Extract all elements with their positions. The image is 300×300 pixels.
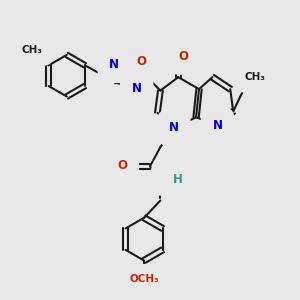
Text: N: N	[109, 58, 119, 71]
Text: O: O	[117, 159, 128, 172]
Text: N: N	[132, 82, 142, 95]
Text: CH₃: CH₃	[244, 72, 266, 82]
Text: N: N	[169, 121, 179, 134]
Text: N: N	[212, 119, 223, 132]
Text: H: H	[173, 173, 183, 186]
Text: N: N	[163, 171, 173, 184]
Text: O: O	[136, 55, 146, 68]
Text: OCH₃: OCH₃	[129, 274, 159, 284]
Text: O: O	[178, 50, 189, 63]
Text: CH₃: CH₃	[22, 45, 43, 56]
